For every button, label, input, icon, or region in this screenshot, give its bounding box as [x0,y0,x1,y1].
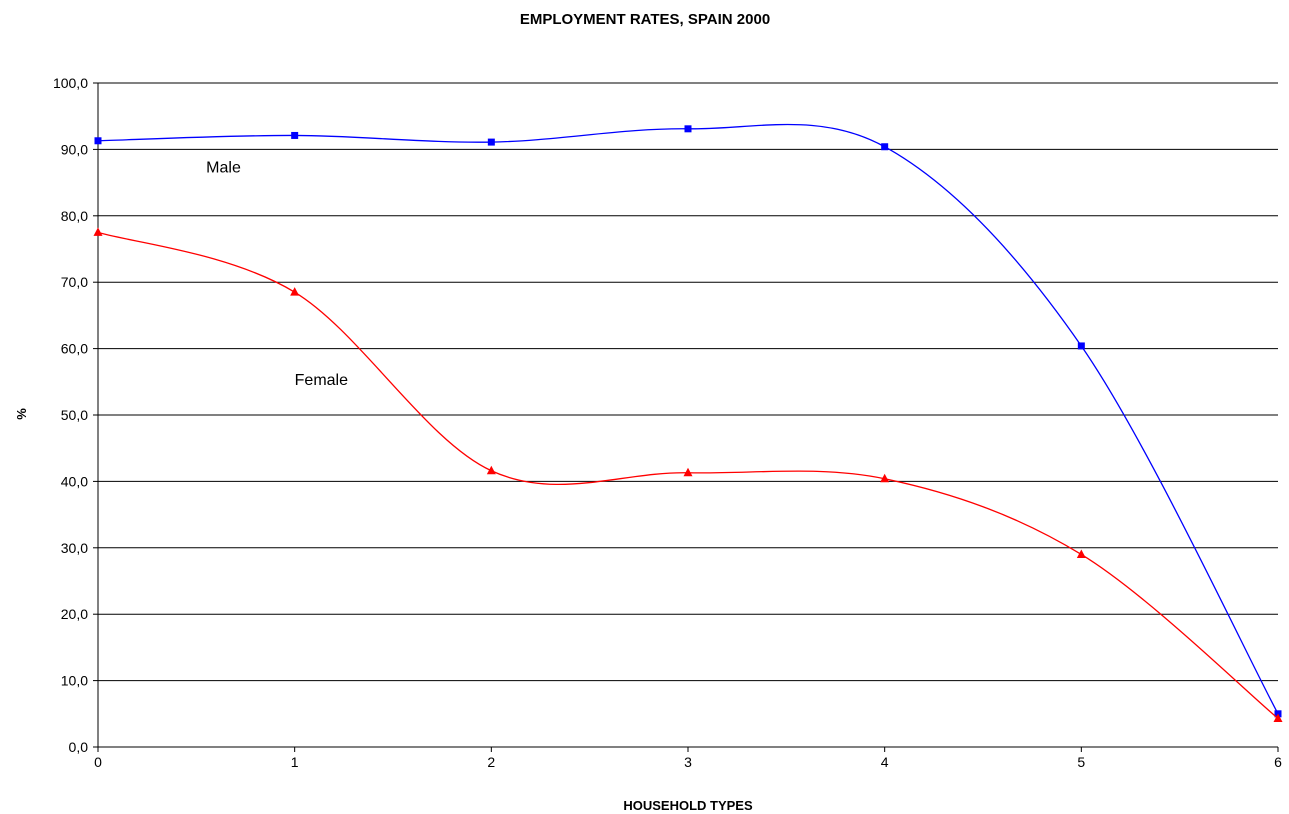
female-data-point [1273,713,1283,722]
x-tick-label: 5 [1077,754,1085,770]
y-tick-label: 0,0 [69,739,89,755]
y-tick-label: 90,0 [61,141,88,157]
series-labels: Male Female [206,160,348,389]
female-data-point [880,473,890,483]
x-axis-title: HOUSEHOLD TYPES [623,798,753,813]
y-tick-label: 30,0 [61,540,88,556]
y-tick-label: 10,0 [61,673,88,689]
y-tick-label: 40,0 [61,473,88,489]
y-axis-ticks: 0,0 10,0 20,0 30,0 40,0 50,0 60,0 70,0 80,0 90,0 1… [53,75,98,755]
y-tick-label: 100,0 [53,75,88,91]
male-data-point [94,137,102,145]
female-data-point [1076,549,1086,558]
male-series-line [97,123,1279,715]
y-tick-label: 70,0 [61,274,88,290]
x-tick-label: 1 [291,754,299,770]
male-data-point [684,125,692,133]
male-data-point [487,138,495,146]
x-axis-ticks: 0 1 2 3 4 5 6 [94,747,1282,770]
y-tick-label: 50,0 [61,407,88,423]
y-tick-label: 60,0 [61,341,88,357]
male-data-point [291,131,299,139]
series-lines [93,123,1283,722]
female-data-point [93,227,103,236]
x-tick-label: 2 [487,754,495,770]
male-series-label: Male [206,160,241,177]
y-tick-label: 80,0 [61,208,88,224]
y-axis-title: % [14,408,29,420]
chart-title: EMPLOYMENT RATES, SPAIN 2000 [520,11,770,28]
gridlines [98,82,1278,682]
female-series-label: Female [295,372,348,389]
male-data-point [1077,342,1085,350]
x-tick-label: 4 [881,754,889,770]
female-data-point [486,465,496,475]
x-tick-label: 6 [1274,754,1282,770]
male-data-point [881,143,889,151]
female-data-point [683,467,693,477]
x-tick-label: 0 [94,754,102,770]
x-tick-label: 3 [684,754,692,770]
y-tick-label: 20,0 [61,606,88,622]
female-data-point [290,287,300,296]
